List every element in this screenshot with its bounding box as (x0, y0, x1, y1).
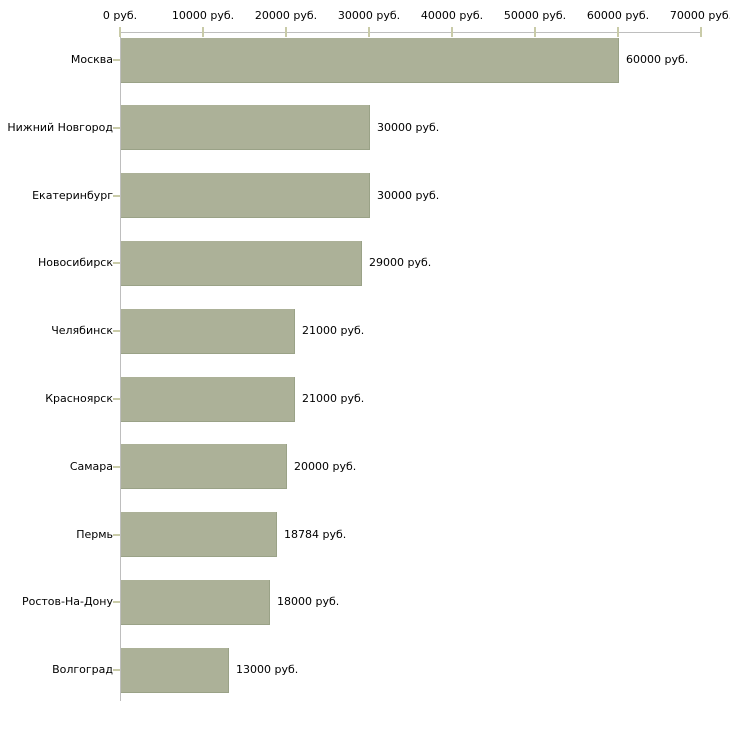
x-axis-tick (700, 27, 702, 37)
y-axis-tick (113, 398, 120, 400)
y-axis-tick (113, 669, 120, 672)
x-axis-tick (368, 27, 370, 37)
category-label: Пермь (76, 527, 113, 541)
x-axis-tick-label: 30000 руб. (337, 9, 401, 22)
category-label: Красноярск (45, 392, 113, 405)
category-label: Волгоград (52, 663, 113, 677)
value-label: 29000 руб. (369, 256, 432, 270)
value-label: 30000 руб. (377, 188, 440, 202)
y-axis-line (120, 32, 121, 701)
value-label: 13000 руб. (236, 663, 299, 677)
value-label: 18000 руб. (277, 595, 340, 609)
value-label: 18784 руб. (284, 527, 347, 541)
y-axis-tick (113, 465, 120, 468)
category-label: Челябинск (51, 324, 113, 338)
y-axis-tick (113, 59, 120, 61)
category-label: Новосибирск (37, 256, 113, 270)
value-label: 21000 руб. (302, 392, 365, 405)
bar (121, 105, 370, 151)
x-axis-tick-label: 50000 руб. (503, 9, 567, 22)
y-axis-tick (113, 262, 120, 265)
x-axis-tick-label: 60000 руб. (586, 9, 650, 22)
x-axis-tick (534, 27, 536, 37)
y-axis-tick (113, 330, 120, 333)
x-axis-tick-label: 40000 руб. (420, 9, 484, 22)
x-axis-tick (119, 27, 121, 37)
bar (121, 647, 229, 693)
y-axis-tick (113, 126, 120, 129)
x-axis-line (120, 32, 702, 33)
x-axis-tick-label: 10000 руб. (171, 9, 235, 22)
y-axis-tick (113, 533, 120, 536)
bar (121, 444, 287, 490)
y-axis-tick (113, 601, 120, 604)
x-axis-tick-label: 0 руб. (102, 9, 138, 22)
bar (121, 376, 295, 422)
x-axis-tick (202, 27, 204, 37)
value-label: 20000 руб. (294, 459, 357, 473)
bar (121, 37, 619, 83)
category-label: Самара (69, 459, 113, 473)
x-axis-tick (451, 27, 453, 37)
x-axis-tick (285, 27, 287, 37)
category-label: Нижний Новгород (7, 120, 113, 134)
bar (121, 173, 370, 219)
bar (121, 512, 277, 558)
category-label: Москва (70, 53, 113, 66)
x-axis-tick (617, 27, 619, 37)
y-axis-tick (113, 194, 120, 197)
category-label: Ростов-На-Дону (21, 595, 113, 609)
x-axis-tick-label: 70000 руб. (669, 9, 730, 22)
value-label: 30000 руб. (377, 120, 440, 134)
bar (121, 240, 362, 286)
bar (121, 579, 270, 625)
value-label: 60000 руб. (626, 53, 689, 66)
bar (121, 308, 295, 354)
category-label: Екатеринбург (32, 188, 113, 202)
x-axis-tick-label: 20000 руб. (254, 9, 318, 22)
value-label: 21000 руб. (302, 324, 365, 338)
